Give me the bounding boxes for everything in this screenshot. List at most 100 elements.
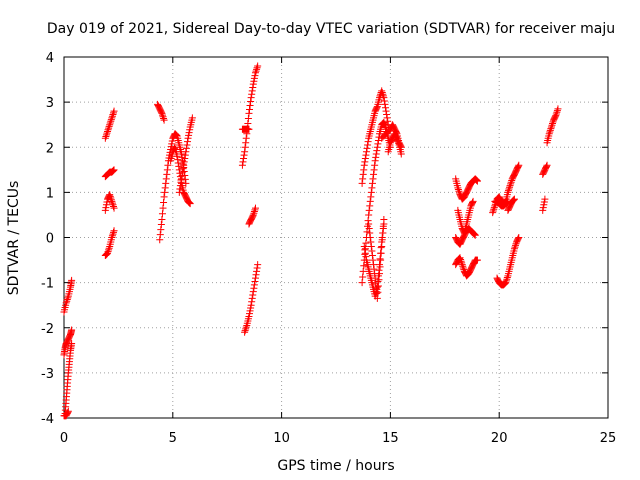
- data-point: [368, 247, 376, 255]
- data-point: [373, 143, 381, 151]
- data-point: [379, 90, 387, 98]
- data-point: [367, 243, 375, 251]
- axes-frame: [63, 56, 609, 419]
- data-point: [373, 147, 381, 155]
- data-point: [253, 65, 261, 73]
- data-point: [104, 127, 112, 135]
- data-point: [368, 179, 376, 187]
- data-point: [379, 229, 387, 237]
- data-point: [176, 185, 184, 193]
- data-point: [509, 196, 517, 204]
- data-point: [252, 271, 260, 279]
- data-point: [163, 170, 171, 178]
- y-tick-label: -1: [41, 277, 54, 292]
- data-point: [158, 111, 166, 119]
- data-point: [163, 166, 171, 174]
- data-point: [367, 238, 375, 246]
- data-point: [370, 166, 378, 174]
- data-point: [251, 277, 259, 285]
- data-point: [380, 118, 388, 126]
- data-point: [250, 284, 258, 292]
- data-point: [252, 67, 260, 75]
- data-point: [162, 175, 170, 183]
- data-point: [376, 255, 384, 263]
- data-point: [238, 161, 246, 169]
- data-point: [108, 114, 116, 122]
- y-tick-label: -3: [41, 367, 54, 382]
- data-point: [185, 198, 193, 206]
- data-point: [181, 155, 189, 163]
- data-point: [106, 119, 114, 127]
- grid-lines: [64, 57, 608, 418]
- data-point: [248, 90, 256, 98]
- data-point: [108, 232, 116, 240]
- x-tick-label: 20: [491, 431, 508, 446]
- data-point: [489, 209, 497, 217]
- data-point: [504, 187, 512, 195]
- data-point: [241, 327, 249, 335]
- data-point: [183, 138, 191, 146]
- data-point: [368, 184, 376, 192]
- data-point: [372, 150, 380, 158]
- data-point: [505, 185, 513, 193]
- data-point: [244, 114, 252, 122]
- data-point: [242, 139, 250, 147]
- data-point: [507, 178, 515, 186]
- data-point: [360, 166, 368, 174]
- data-point: [159, 204, 167, 212]
- data-point: [506, 183, 514, 191]
- data-point: [379, 92, 387, 100]
- data-point: [64, 408, 72, 416]
- data-point: [549, 120, 557, 128]
- data-point: [106, 121, 114, 129]
- data-point: [545, 130, 553, 138]
- data-point: [454, 184, 462, 192]
- data-point: [242, 325, 250, 333]
- data-point: [240, 155, 248, 163]
- data-point: [510, 195, 518, 203]
- data-point: [366, 234, 374, 241]
- data-point: [378, 87, 386, 95]
- data-point: [365, 220, 373, 228]
- data-point: [458, 259, 466, 267]
- data-point: [456, 254, 464, 262]
- data-point: [253, 64, 261, 72]
- data-point: [245, 109, 253, 117]
- data-point: [160, 199, 168, 207]
- data-point: [547, 125, 555, 133]
- data-point: [110, 202, 118, 210]
- x-tick-label: 5: [169, 431, 177, 446]
- data-point: [455, 187, 463, 195]
- data-point: [180, 161, 188, 169]
- data-point: [371, 274, 379, 282]
- data-point: [239, 158, 247, 166]
- x-tick-label: 25: [600, 431, 617, 446]
- chart-title: Day 019 of 2021, Sidereal Day-to-day VTE…: [47, 21, 615, 37]
- data-point: [175, 188, 183, 196]
- data-point: [361, 249, 369, 257]
- y-tick-labels: -4 -3 -2 -1 0 1 2 3 4: [41, 51, 54, 427]
- data-point: [380, 97, 388, 105]
- data-point: [179, 168, 187, 176]
- data-point: [68, 326, 76, 334]
- data-point: [102, 133, 110, 141]
- data-point: [358, 279, 366, 287]
- data-point: [382, 107, 390, 115]
- data-point: [367, 188, 375, 196]
- data-point: [248, 87, 256, 95]
- data-point: [372, 153, 380, 161]
- data-point: [554, 105, 562, 113]
- data-point: [103, 129, 111, 137]
- data-point: [109, 111, 117, 119]
- data-point: [254, 62, 262, 70]
- data-point: [395, 139, 403, 147]
- data-point: [471, 231, 479, 239]
- data-point: [251, 204, 259, 212]
- data-point: [179, 165, 187, 173]
- data-point: [68, 340, 76, 348]
- data-point: [108, 112, 116, 120]
- data-point: [502, 199, 510, 207]
- data-point: [105, 124, 113, 132]
- data-point: [175, 162, 183, 170]
- data-point: [507, 180, 515, 188]
